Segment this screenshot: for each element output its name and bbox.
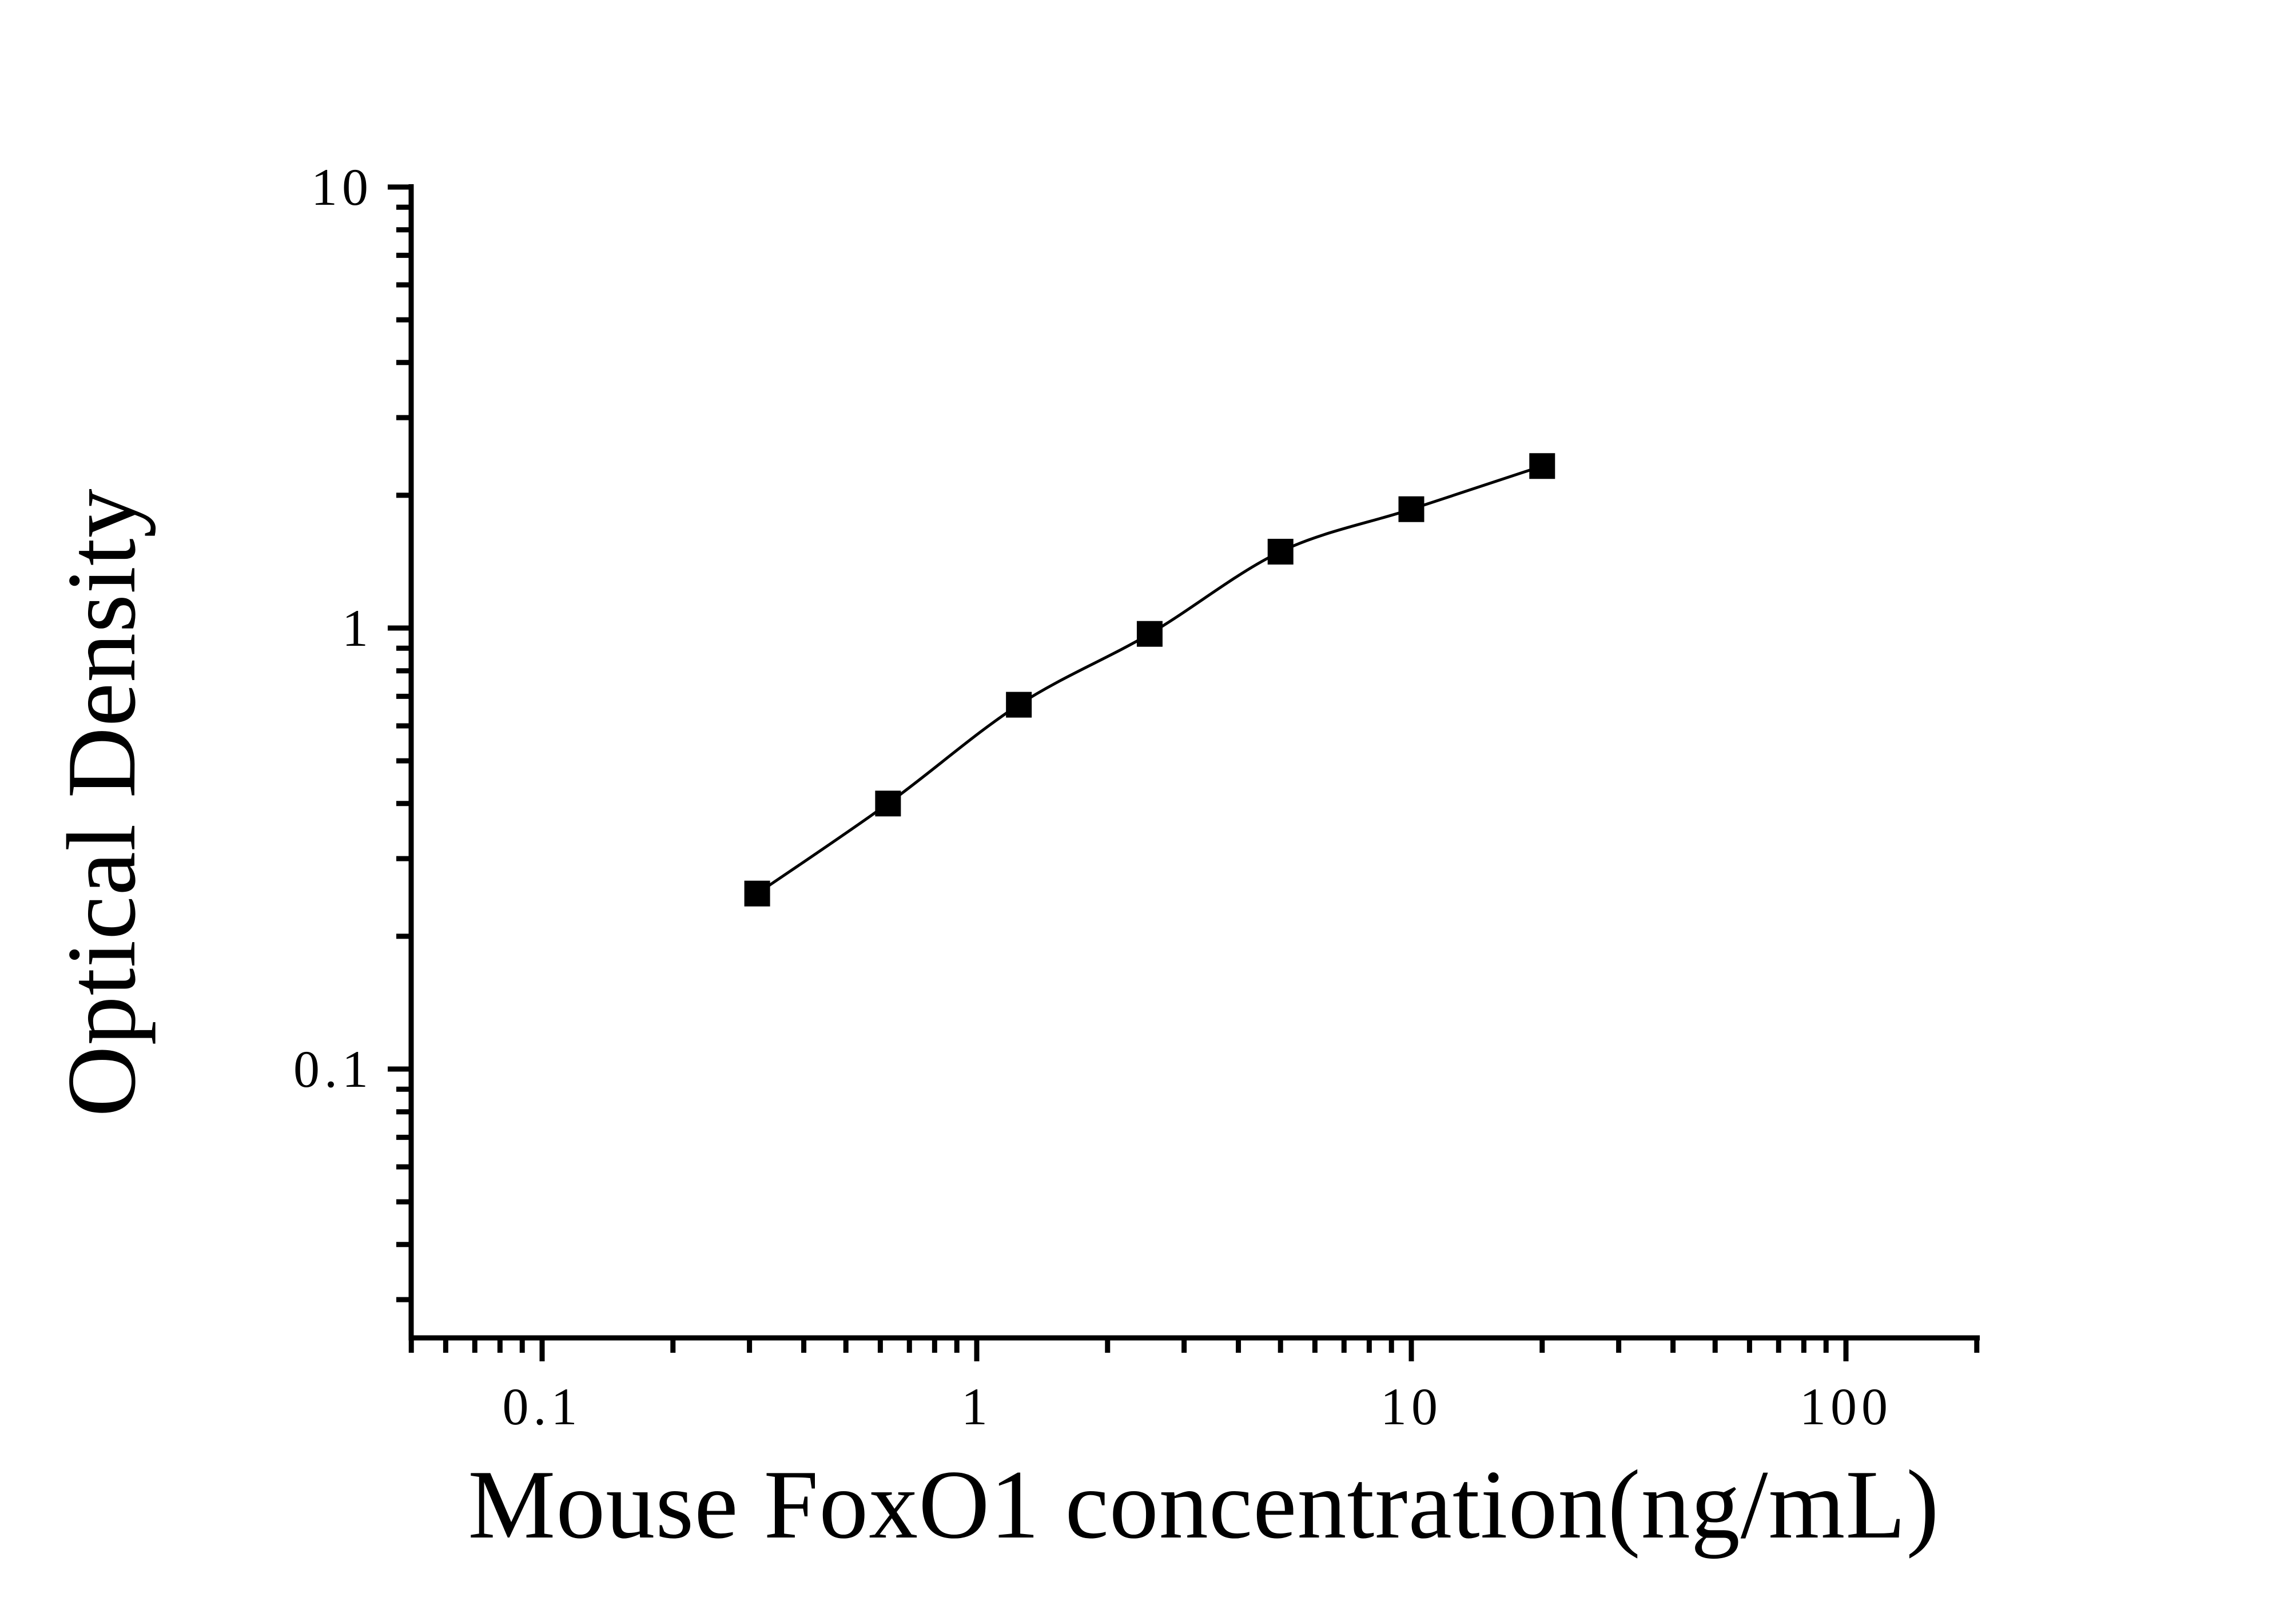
axis-frame [408, 184, 1980, 1341]
x-tick-label: 10 [1380, 1377, 1442, 1436]
data-point-marker [875, 790, 901, 817]
y-tick-label: 10 [311, 158, 373, 216]
data-point-marker [1529, 453, 1555, 479]
data-point-marker [744, 880, 770, 907]
x-axis-title: Mouse FoxO1 concentration(ng/mL) [468, 1451, 1940, 1559]
x-tick-label: 1 [961, 1377, 992, 1436]
fit-curve-line [756, 464, 1543, 895]
data-point-marker [1267, 538, 1294, 565]
y-axis-title: Optical Density [47, 488, 156, 1117]
data-point-marker [1398, 496, 1424, 522]
data-point-marker [1006, 692, 1032, 718]
y-tick-label: 0.1 [293, 1040, 373, 1098]
data-point-marker [1136, 621, 1163, 647]
x-tick-label: 0.1 [503, 1377, 582, 1436]
x-tick-label: 100 [1800, 1377, 1892, 1436]
y-tick-label: 1 [342, 599, 373, 657]
